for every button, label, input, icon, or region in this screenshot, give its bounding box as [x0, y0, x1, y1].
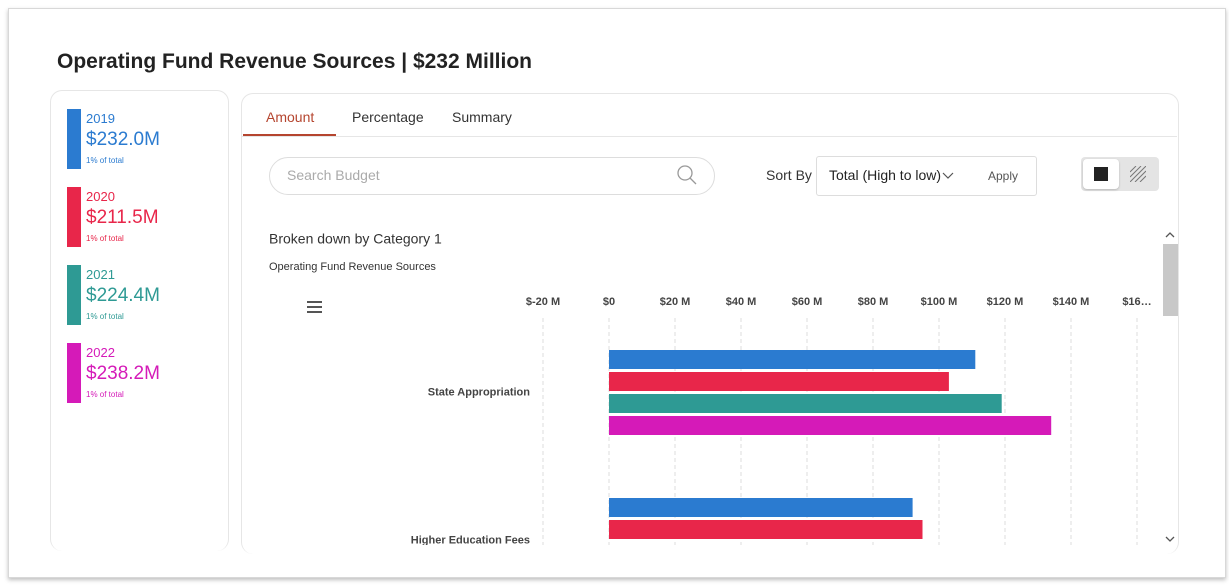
x-tick-label: $40 M — [726, 296, 757, 308]
bar — [609, 350, 976, 369]
x-tick-label: $20 M — [660, 296, 691, 308]
chart-subtitle: Broken down by Category 1 — [269, 231, 442, 247]
view-solid[interactable] — [1083, 159, 1119, 189]
frame — [8, 8, 1226, 578]
x-tick-label: $-20 M — [526, 296, 560, 308]
x-tick-label: $80 M — [858, 296, 889, 308]
x-tick-label: $16… — [1122, 296, 1151, 308]
x-tick-label: $140 M — [1053, 296, 1090, 308]
bar — [609, 394, 1002, 413]
tab[interactable]: Amount — [266, 109, 315, 125]
summary-year: 2020 — [86, 189, 115, 204]
scrollbar-thumb[interactable] — [1163, 244, 1178, 316]
summary-amount: $238.2M — [86, 363, 160, 384]
summary-share: 1% of total — [86, 390, 124, 399]
y-tick-label: State Appropriation — [428, 386, 531, 398]
summary-share: 1% of total — [86, 312, 124, 321]
chart: Broken down by Category 1 Operating Fund… — [269, 231, 1152, 545]
scroll-down[interactable] — [1164, 534, 1176, 544]
summary-color-bar — [67, 109, 81, 169]
summary-amount: $232.0M — [86, 129, 160, 150]
chevron — [942, 172, 954, 179]
bar — [609, 520, 923, 539]
summary-share: 1% of total — [86, 234, 124, 243]
chart-title: Operating Fund Revenue Sources — [269, 261, 436, 273]
search-box[interactable] — [269, 157, 715, 195]
summary-amount: $224.4M — [86, 285, 160, 306]
summary-color-bar — [67, 343, 81, 403]
sort-select[interactable] — [816, 156, 1037, 196]
x-tick-label: $120 M — [987, 296, 1024, 308]
bar — [609, 498, 913, 517]
y-tick-label: Higher Education Fees — [411, 534, 530, 545]
summary-panel — [50, 90, 229, 551]
x-tick-label: $0 — [603, 296, 615, 308]
tab[interactable]: Percentage — [352, 109, 424, 125]
bar — [609, 372, 949, 391]
summary-year: 2022 — [86, 345, 115, 360]
summary-color-bar — [67, 187, 81, 247]
x-tick-label: $100 M — [921, 296, 958, 308]
apply-button[interactable]: Apply — [988, 169, 1019, 183]
tab-indicator — [243, 134, 336, 136]
main-panel — [241, 93, 1179, 554]
summary-amount: $211.5M — [86, 207, 159, 228]
scroll-up[interactable] — [1164, 230, 1176, 240]
view-hatched[interactable] — [1130, 166, 1146, 182]
tab[interactable]: Summary — [452, 109, 512, 125]
summary-year: 2019 — [86, 111, 115, 126]
summary-year: 2021 — [86, 267, 115, 282]
tab-divider — [242, 136, 1177, 137]
sort-label: Sort By — [766, 167, 812, 183]
summary-color-bar — [67, 265, 81, 325]
page-title: Operating Fund Revenue Sources | $232 Mi… — [57, 50, 532, 73]
search-icon — [677, 165, 697, 185]
bar — [609, 416, 1052, 435]
x-tick-label: $60 M — [792, 296, 823, 308]
menu-icon[interactable] — [307, 301, 322, 313]
sort-value: Total (High to low) — [829, 167, 942, 183]
summary-share: 1% of total — [86, 156, 124, 165]
search-placeholder: Search Budget — [287, 167, 380, 183]
